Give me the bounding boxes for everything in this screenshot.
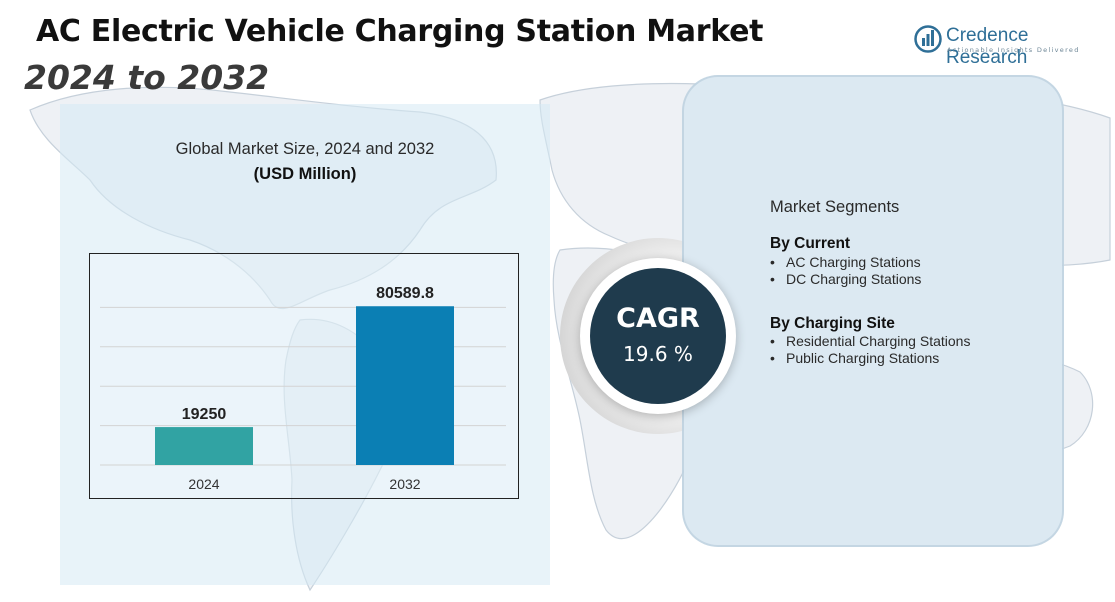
cagr-label: CAGR: [616, 303, 700, 334]
brand-logo: Credence Research Actionable Insights De…: [914, 24, 1104, 68]
segment-item-label: AC Charging Stations: [786, 254, 921, 270]
segment-item-label: Public Charging Stations: [786, 350, 940, 366]
segments-title: Market Segments: [770, 198, 900, 216]
segment-list: • Residential Charging Stations • Public C…: [770, 333, 970, 367]
segment-group-title: By Current: [770, 235, 851, 252]
segment-item: • Residential Charging Stations: [770, 333, 970, 350]
x-tick-label-2032: 2032: [389, 476, 420, 492]
page-title: AC Electric Vehicle Charging Station Mar…: [36, 14, 764, 49]
chart-panel: [60, 104, 550, 585]
data-label-2032: 80589.8: [376, 285, 434, 302]
bar-chart-svg: 19250 2024 80589.8 2032: [100, 285, 506, 492]
credence-logo-icon: [914, 25, 942, 53]
brand-name: Credence Research: [946, 25, 1029, 68]
bar-chart: 19250 2024 80589.8 2032: [89, 253, 519, 499]
segment-item: • AC Charging Stations: [770, 254, 921, 271]
bullet-icon: •: [770, 254, 775, 270]
chart-units: (USD Million): [253, 165, 357, 183]
cagr-value: 19.6 %: [623, 342, 693, 366]
bullet-icon: •: [770, 350, 775, 366]
data-label-2024: 19250: [182, 406, 227, 423]
chart-heading: Global Market Size, 2024 and 2032: [175, 140, 435, 158]
segment-list: • AC Charging Stations • DC Charging Stati…: [770, 254, 921, 288]
segment-item-label: DC Charging Stations: [786, 271, 922, 287]
bullet-icon: •: [770, 333, 775, 349]
bar-2032: [356, 306, 454, 465]
segments-panel: [684, 77, 1062, 545]
brand-tagline: Actionable Insights Delivered: [947, 46, 1080, 54]
page-subtitle: 2024 to 2032: [24, 58, 270, 97]
x-tick-label-2024: 2024: [188, 476, 219, 492]
cagr-badge: [590, 268, 726, 404]
segment-item: • Public Charging Stations: [770, 350, 970, 367]
bullet-icon: •: [770, 271, 775, 287]
segment-item: • DC Charging Stations: [770, 271, 921, 288]
segment-item-label: Residential Charging Stations: [786, 333, 971, 349]
bar-2024: [155, 427, 253, 465]
segment-group-title: By Charging Site: [770, 315, 895, 332]
